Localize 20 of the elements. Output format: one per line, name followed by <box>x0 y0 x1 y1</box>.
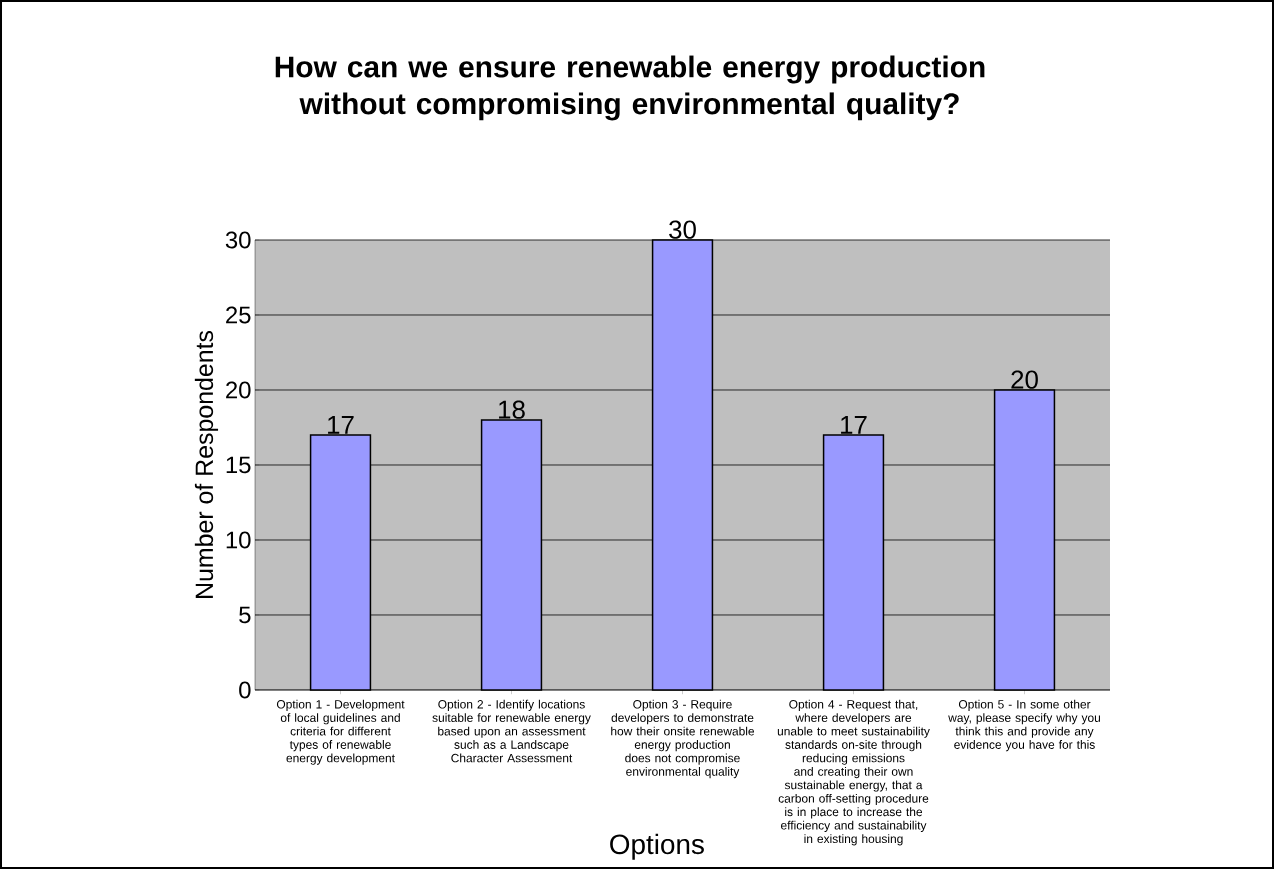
x-tick-label: Option 3 - Require developers to demonstrate how their onsite renewable energy production does not compromise environmental quality <box>611 699 755 779</box>
data-label: 30 <box>669 220 696 239</box>
y-tick-label: 10 <box>226 531 251 549</box>
data-label: 17 <box>328 415 354 434</box>
y-axis-title: Number of Respondents <box>194 330 219 598</box>
y-tick-label: 20 <box>226 381 251 399</box>
y-tick-label: 5 <box>239 606 251 624</box>
x-axis-title: Options <box>610 833 704 860</box>
chart-title: How can we ensure renewable energy production without compromising environmental quality? <box>275 55 985 121</box>
x-tick-label: Option 5 - In some other way, please specify why you think this and provide any evidence you have for this <box>948 699 1100 752</box>
data-label: 17 <box>841 415 867 434</box>
category-label: Option 4 - Request that, where developers are unable to meet sustainability standards on-site through reducing emissions and creating their own sustainable energy, that a carbon off-setting procedure is in place to increase the efficiency and sustainability in existing housing <box>777 699 930 846</box>
y-tick-label: 0 <box>239 681 251 699</box>
x-tick-label: Option 1 - Development of local guidelines and criteria for different types of renewable energy development <box>276 699 405 765</box>
y-tick-label: 25 <box>226 306 251 324</box>
y-tick-label: 30 <box>225 231 251 249</box>
data-label: 18 <box>499 400 525 419</box>
y-tick-label: 15 <box>226 456 251 474</box>
x-tick-label: Option 2 - Identify locations suitable for renewable energy based upon an assessment such as a Landscape Character Assessment <box>432 699 591 763</box>
data-label: 20 <box>1011 370 1038 389</box>
